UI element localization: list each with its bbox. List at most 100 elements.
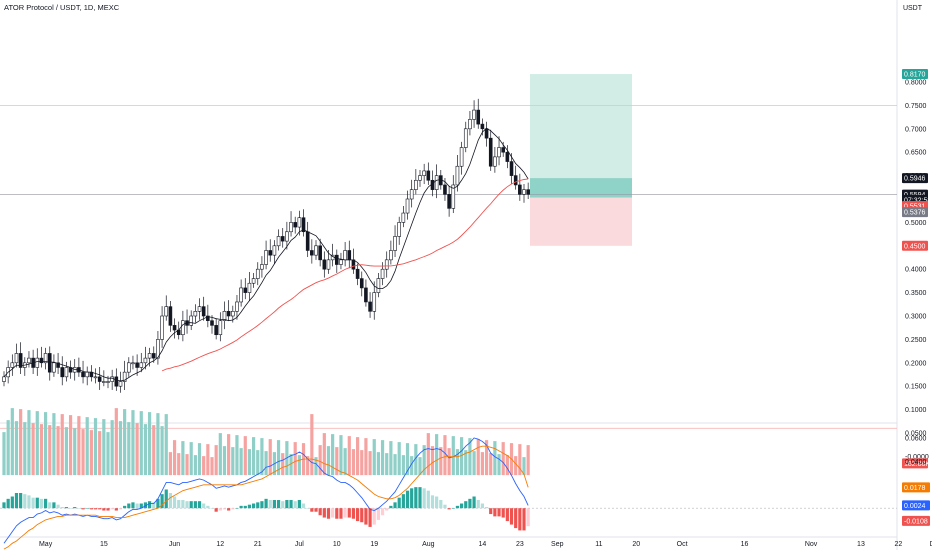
volume-bar: [68, 415, 73, 476]
volume-bar: [264, 451, 268, 476]
macd-line: [3, 437, 529, 544]
time-tick-label: 15: [100, 541, 108, 548]
candle-body: [235, 301, 239, 312]
macd-histogram-bar: [73, 507, 77, 509]
volume-bar: [193, 455, 197, 476]
macd-histogram-bar: [239, 505, 243, 509]
volume-bar: [60, 414, 64, 476]
candle-body: [247, 282, 252, 293]
candle-body: [518, 184, 522, 195]
volume-bar: [385, 453, 389, 476]
price-tag: [902, 69, 928, 80]
volume-bar: [177, 453, 181, 476]
candle-body: [197, 306, 202, 312]
candle-body: [10, 362, 15, 368]
symbol-title: ATOR Protocol / USDT, 1D, MEXC: [4, 3, 120, 12]
price-tag: [902, 207, 928, 218]
macd-histogram-bar: [210, 508, 214, 509]
candle-body: [322, 259, 327, 270]
macd-histogram-bar: [52, 502, 56, 509]
macd-histogram-bar: [480, 503, 484, 509]
volume-bar: [410, 456, 414, 476]
volume-bar: [493, 441, 497, 476]
time-tick-label: 10: [333, 541, 341, 548]
candle-body: [14, 353, 19, 364]
candle-body: [297, 217, 302, 228]
macd-histogram-bar: [310, 508, 314, 512]
candle-body: [513, 175, 518, 186]
volume-bar: [227, 434, 231, 476]
candle-body: [434, 175, 439, 190]
candle-body: [314, 245, 318, 256]
currency-label[interactable]: USDT: [902, 5, 922, 12]
candle-body: [60, 367, 65, 378]
macd-histogram-bar: [435, 496, 439, 509]
macd-histogram-bar: [98, 508, 102, 510]
volume-bar: [389, 441, 393, 476]
candle-body: [380, 268, 385, 279]
volume-bar: [522, 457, 526, 476]
candle-body: [343, 250, 347, 261]
candle-body: [106, 381, 110, 383]
candle-body: [493, 156, 497, 167]
candle-body: [264, 250, 268, 265]
macd-histogram-bar: [356, 508, 360, 522]
candle-body: [455, 165, 460, 186]
macd-histogram-bar: [19, 492, 23, 509]
candle-body: [18, 353, 23, 368]
volume-bar: [93, 418, 98, 476]
price-tick-label: 0.8000: [905, 80, 927, 87]
volume-bar: [131, 410, 135, 476]
macd-histogram-bar: [297, 500, 301, 509]
price-tick-label: -0.0000: [905, 454, 929, 461]
macd-histogram-bar: [172, 496, 177, 509]
volume-bar: [156, 413, 160, 476]
time-tick-label: 21: [254, 541, 262, 548]
volume-bar: [143, 424, 148, 476]
candle-body: [201, 306, 206, 317]
price-tag: [902, 240, 928, 251]
macd-histogram-bar: [455, 505, 460, 509]
macd-histogram-bar: [385, 508, 389, 511]
volume-bar: [476, 439, 480, 476]
volume-bar: [44, 412, 48, 476]
macd-histogram-bar: [189, 501, 193, 509]
macd-tag: [902, 500, 930, 511]
candle-body: [318, 245, 322, 261]
macd-histogram-bar: [464, 501, 468, 509]
candle-body: [505, 151, 510, 162]
macd-histogram-bar: [497, 508, 501, 517]
candle-body: [164, 306, 169, 317]
volume-bar: [401, 455, 405, 476]
volume-bar: [306, 456, 310, 476]
price-tag-label: 0.5531: [904, 204, 926, 211]
macd-histogram-bar: [389, 505, 393, 509]
macd-histogram-bar: [335, 508, 339, 519]
macd-histogram-bar: [68, 508, 73, 509]
candle-body: [64, 367, 69, 378]
volume-bar: [464, 450, 468, 476]
volume-bar: [326, 446, 331, 476]
price-tag-label: 182.88K: [904, 461, 930, 468]
candle-body: [472, 109, 476, 120]
volume-bar: [243, 436, 247, 476]
candle-body: [418, 175, 422, 181]
candle-body: [52, 362, 56, 373]
macd-histogram-bar: [343, 508, 347, 518]
macd-histogram-bar: [64, 507, 68, 509]
candle-body: [160, 315, 164, 340]
macd-histogram-bar: [231, 508, 235, 510]
candle-body: [368, 301, 372, 312]
macd-histogram-bar: [31, 497, 35, 509]
volume-bar: [443, 435, 447, 476]
candle-body: [156, 339, 160, 359]
time-tick-label: 14: [479, 541, 487, 548]
volume-bar: [160, 426, 164, 476]
volume-bar: [168, 452, 172, 476]
candle-body: [484, 128, 489, 139]
stop-zone: [530, 194, 632, 246]
volume-bar: [77, 416, 81, 476]
volume-bar: [14, 421, 19, 476]
volume-bar: [247, 449, 252, 476]
